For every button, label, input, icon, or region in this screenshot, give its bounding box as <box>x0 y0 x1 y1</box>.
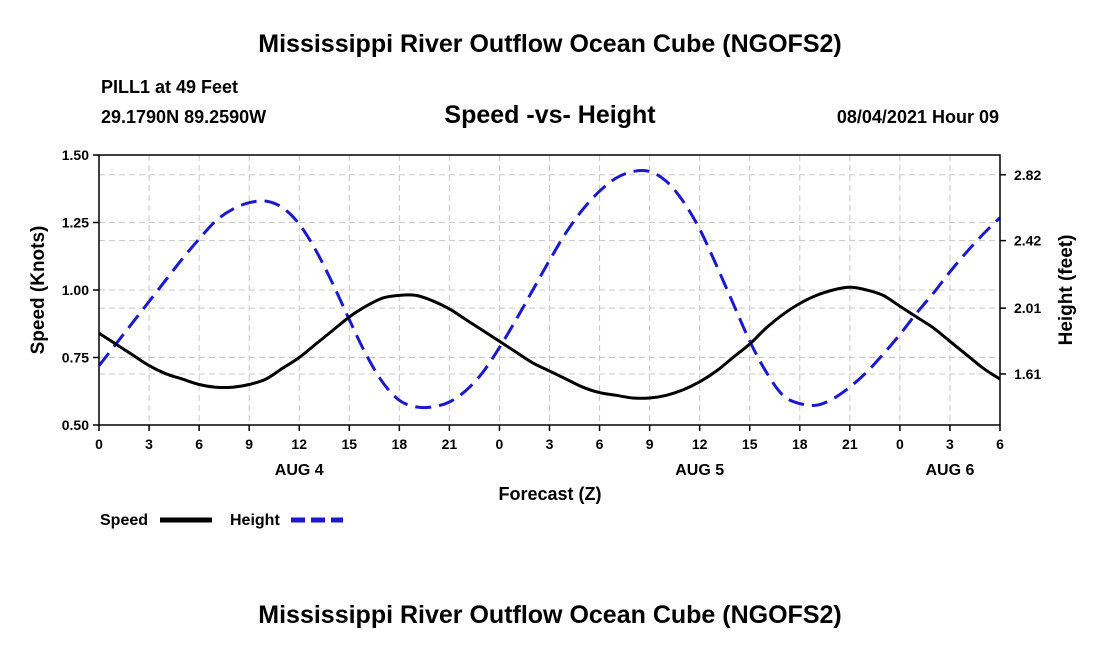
chart-title: Mississippi River Outflow Ocean Cube (NG… <box>258 30 842 58</box>
date-label: AUG 6 <box>925 462 974 479</box>
y-tick-label: 0.50 <box>62 417 89 433</box>
x-tick-label: 12 <box>692 436 708 452</box>
legend-speed-label: Speed <box>100 512 148 529</box>
y-tick-label: 1.25 <box>62 215 89 231</box>
station-name: PILL1 at 49 Feet <box>101 77 239 97</box>
x-tick-label: 0 <box>896 436 904 452</box>
date-labels: AUG 4 AUG 5 AUG 6 <box>275 462 975 479</box>
forecast-datetime: 08/04/2021 Hour 09 <box>836 107 999 127</box>
height-series-line <box>97 168 1002 410</box>
x-tick-label: 18 <box>792 436 808 452</box>
x-tick-label: 18 <box>392 436 408 452</box>
x-tick-label: 9 <box>245 436 253 452</box>
x-tick-label: 3 <box>546 436 554 452</box>
date-label: AUG 5 <box>675 462 724 479</box>
x-tick-label: 15 <box>742 436 758 452</box>
y2-tick-label: 2.82 <box>1014 167 1041 183</box>
legend-height-label: Height <box>230 512 280 529</box>
x-tick-label: 6 <box>596 436 604 452</box>
y-axis-label: Speed (Knots) <box>28 226 49 355</box>
x-tick-label: 0 <box>95 436 103 452</box>
x-tick-label: 3 <box>145 436 153 452</box>
y2-axis-label: Height (feet) <box>1056 235 1077 346</box>
x-tick-label: 6 <box>195 436 203 452</box>
x-axis-label: Forecast (Z) <box>498 484 601 504</box>
grid-lines <box>99 155 1000 425</box>
x-tick-label: 21 <box>842 436 858 452</box>
y-tick-label: 1.00 <box>62 282 89 298</box>
station-coords: 29.1790N 89.2590W <box>101 107 267 127</box>
y2-tick-label: 1.61 <box>1014 366 1041 382</box>
x-axis-ticks: 0 3 6 9 12 15 18 21 0 3 6 9 12 15 18 21 0 3 6 <box>95 425 1004 452</box>
x-tick-label: 15 <box>341 436 357 452</box>
x-tick-label: 3 <box>946 436 954 452</box>
y2-tick-label: 2.01 <box>1014 300 1041 316</box>
x-tick-label: 9 <box>646 436 654 452</box>
footer-title: Mississippi River Outflow Ocean Cube (NG… <box>258 601 842 629</box>
x-tick-label: 12 <box>291 436 307 452</box>
date-label: AUG 4 <box>275 462 324 479</box>
speed-series-line <box>98 285 1001 400</box>
y-tick-label: 1.50 <box>62 147 89 163</box>
legend: Speed Height <box>100 512 343 529</box>
x-tick-label: 0 <box>496 436 504 452</box>
y-axis-ticks: 0.50 0.75 1.00 1.25 1.50 <box>62 147 99 433</box>
y2-tick-label: 2.42 <box>1014 233 1041 249</box>
x-tick-label: 6 <box>996 436 1004 452</box>
x-tick-label: 21 <box>442 436 458 452</box>
y2-axis-ticks: 1.61 2.01 2.42 2.82 <box>1000 167 1041 382</box>
plot-frame <box>98 154 1001 426</box>
y-tick-label: 0.75 <box>62 350 89 366</box>
chart-subtitle: Speed -vs- Height <box>444 101 656 129</box>
